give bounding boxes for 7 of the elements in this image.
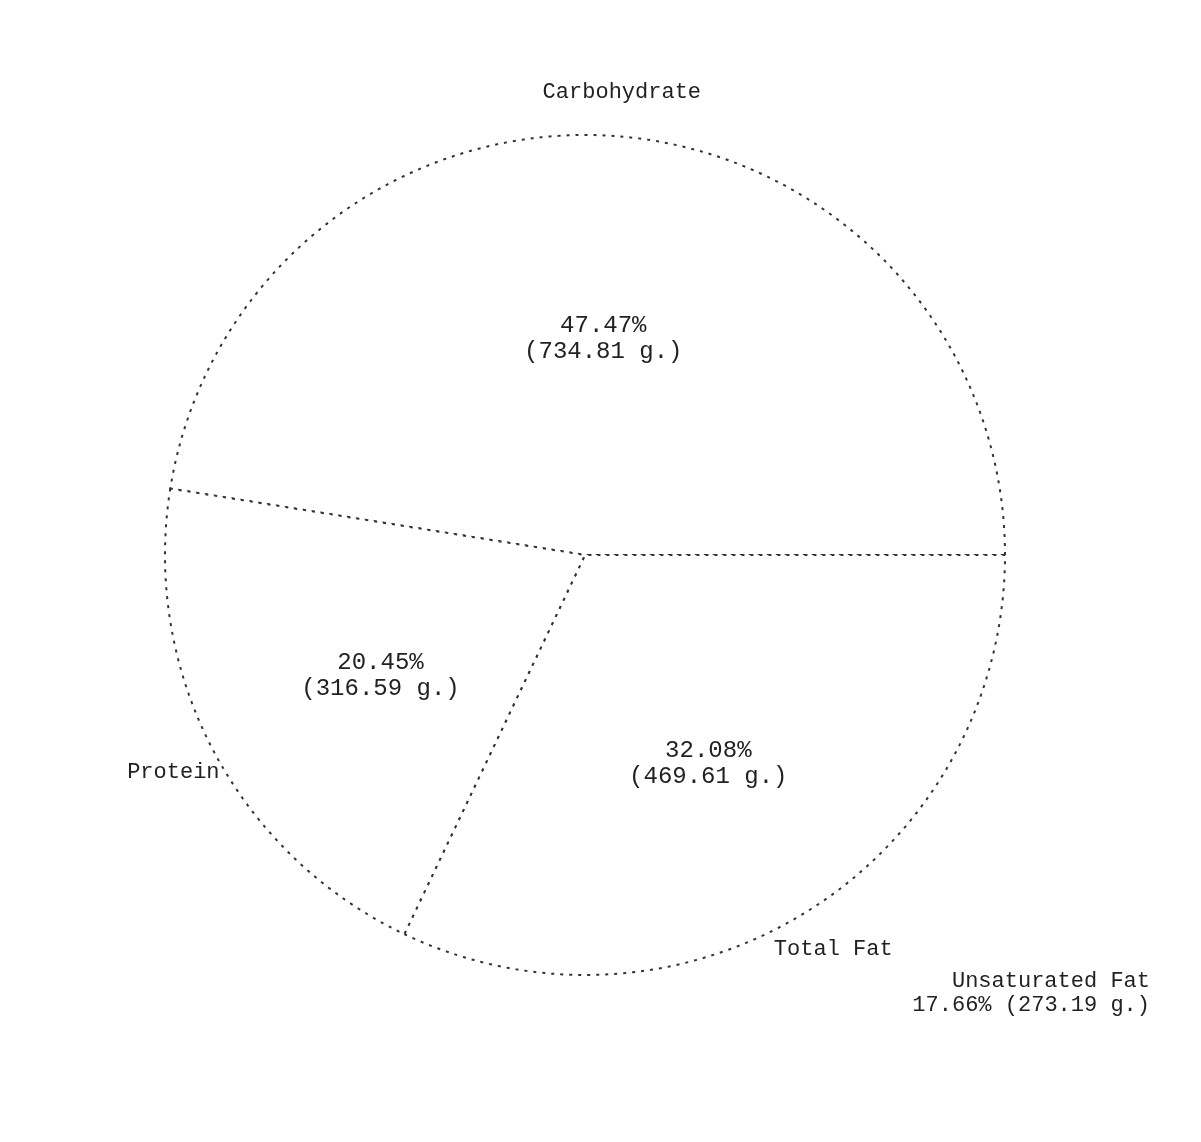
data-label: 32.08% (469.61 g.) (629, 737, 788, 791)
slice-label: Total Fat (773, 937, 893, 963)
data-label: 20.45% (316.59 g.) (301, 649, 460, 703)
text: Unsaturated Fat 17.66% (273.19 g.) (912, 969, 1150, 1018)
slice-label: Carbohydrate (542, 80, 702, 106)
data-label: 47.47% (734.81 g.) (524, 311, 683, 365)
slice-label: Protein (127, 760, 220, 786)
